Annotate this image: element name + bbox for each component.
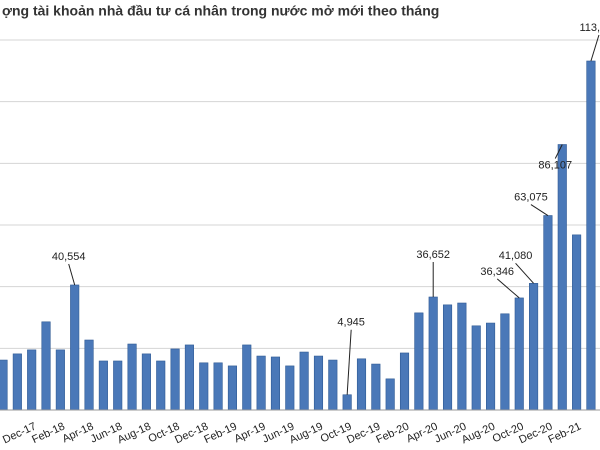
- bar: [428, 296, 438, 411]
- leader-line: [530, 204, 549, 216]
- bar: [199, 362, 209, 411]
- bar: [84, 339, 94, 411]
- bar: [313, 355, 324, 411]
- bar: [586, 60, 596, 411]
- bar: [442, 304, 453, 411]
- bar: [557, 144, 567, 411]
- bar: [270, 356, 281, 411]
- bar: [572, 234, 582, 411]
- data-label: 36,652: [416, 249, 450, 261]
- bar: [371, 363, 381, 411]
- bar: [457, 302, 467, 411]
- bar: [227, 365, 237, 411]
- leader-line: [515, 263, 534, 284]
- bar: [342, 394, 352, 411]
- bar: [170, 348, 180, 411]
- data-label: 63,075: [514, 191, 548, 203]
- bar: [41, 321, 51, 411]
- bar: [356, 358, 367, 411]
- bar: [514, 297, 524, 411]
- bar: [184, 344, 194, 411]
- data-label: 113,190: [579, 22, 600, 34]
- data-label: 4,945: [337, 317, 365, 329]
- data-label: 40,554: [52, 251, 86, 263]
- data-label: 86,107: [538, 159, 572, 171]
- bar: [399, 352, 410, 411]
- bar: [55, 349, 65, 411]
- bar: [98, 360, 108, 411]
- bar: [328, 359, 338, 411]
- leader-line: [68, 263, 76, 286]
- bar: [285, 365, 295, 411]
- leader-line: [496, 278, 520, 299]
- bar: [113, 360, 123, 411]
- bar: [141, 353, 151, 411]
- bar: [127, 343, 137, 411]
- bar: [256, 355, 266, 411]
- bar: [529, 283, 539, 411]
- bar: [500, 313, 510, 411]
- chart-title: ợng tài khoản nhà đầu tư cá nhân trong n…: [2, 3, 439, 19]
- leader-line: [554, 144, 563, 159]
- bar: [486, 322, 496, 411]
- leader-line: [346, 329, 352, 395]
- bar: [213, 362, 223, 411]
- x-tick-label: Feb-21: [546, 420, 583, 446]
- bar: [414, 312, 424, 411]
- bar: [0, 359, 8, 411]
- bar: [471, 325, 481, 411]
- bar: [543, 215, 553, 411]
- bar: [27, 349, 37, 411]
- leader-line: [590, 34, 600, 62]
- bar: [385, 378, 395, 411]
- bar: [12, 353, 22, 411]
- bar: [242, 344, 252, 411]
- data-label: 41,080: [499, 250, 533, 262]
- data-label: 36,346: [480, 266, 514, 278]
- bar: [156, 360, 166, 411]
- bar: [70, 284, 80, 411]
- bar: [299, 351, 309, 411]
